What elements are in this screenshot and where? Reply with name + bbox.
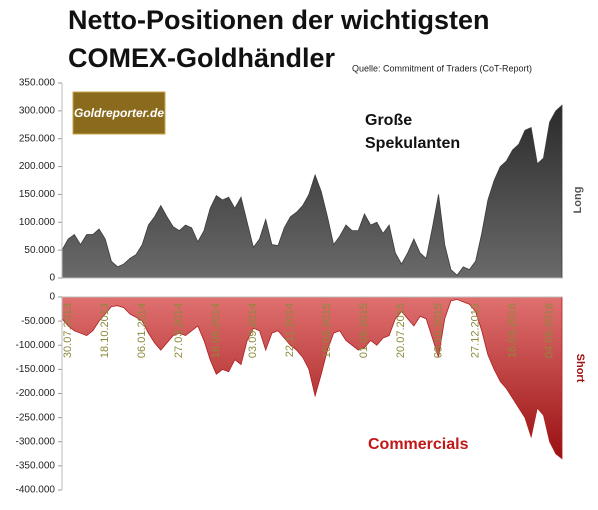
x-tick-label: 16.03.2016 <box>506 303 518 358</box>
y-tick-label: 200.000 <box>19 161 56 172</box>
title-line: Netto-Positionen der wichtigsten <box>68 5 490 35</box>
x-tick-label: 22.11.2014 <box>284 303 296 357</box>
y-tick-label: -300.000 <box>16 436 56 447</box>
y-tick-label: 0 <box>49 273 55 284</box>
x-tick-label: 01.05.2015 <box>358 303 370 358</box>
logo: Goldreporter.de <box>74 106 164 120</box>
x-tick-label: 10.02.2015 <box>321 303 333 358</box>
y-tick-label: 50.000 <box>24 245 55 256</box>
x-tick-label: 27.12.2015 <box>469 303 481 358</box>
x-tick-label: 20.07.2015 <box>395 303 407 358</box>
annotation: Große <box>365 112 412 129</box>
x-tick-label: 18.10.2013 <box>99 303 111 358</box>
y-tick-label: 150.000 <box>19 189 56 200</box>
x-tick-label: 08.10.2015 <box>432 303 444 358</box>
y-tick-label: -400.000 <box>16 485 56 496</box>
y-tick-label: -350.000 <box>16 461 56 472</box>
x-tick-label: 03.09.2014 <box>247 303 259 358</box>
x-tick-label: 30.07.2013 <box>62 303 74 358</box>
y-tick-label: 300.000 <box>19 105 56 116</box>
source: Quelle: Commitment of Traders (CoT-Repor… <box>352 63 532 73</box>
y-tick-label: -50.000 <box>21 316 55 327</box>
y-tick-label: 350.000 <box>19 78 56 89</box>
x-tick-label: 16.06.2014 <box>210 303 222 358</box>
x-tick-label: 04.06.2016 <box>543 303 555 358</box>
y-tick-label: -150.000 <box>16 364 56 375</box>
y-tick-label: 250.000 <box>19 133 56 144</box>
y-tick-label: -200.000 <box>16 388 56 399</box>
annotation: Spekulanten <box>365 135 460 152</box>
y-tick-label: 100.000 <box>19 217 56 228</box>
x-tick-label: 06.01.2014 <box>136 303 148 358</box>
axis-label: Short <box>574 354 586 383</box>
logo-box <box>72 91 166 135</box>
axis-label: Long <box>572 187 584 214</box>
area <box>61 296 563 460</box>
y-tick-label: -250.000 <box>16 412 56 423</box>
area <box>61 104 563 279</box>
y-tick-label: 0 <box>49 292 55 303</box>
annotation: Commercials <box>368 436 469 453</box>
title-line: COMEX-Goldhändler <box>68 43 336 73</box>
x-tick-label: 27.03.2014 <box>173 303 185 358</box>
y-tick-label: -100.000 <box>16 340 56 351</box>
